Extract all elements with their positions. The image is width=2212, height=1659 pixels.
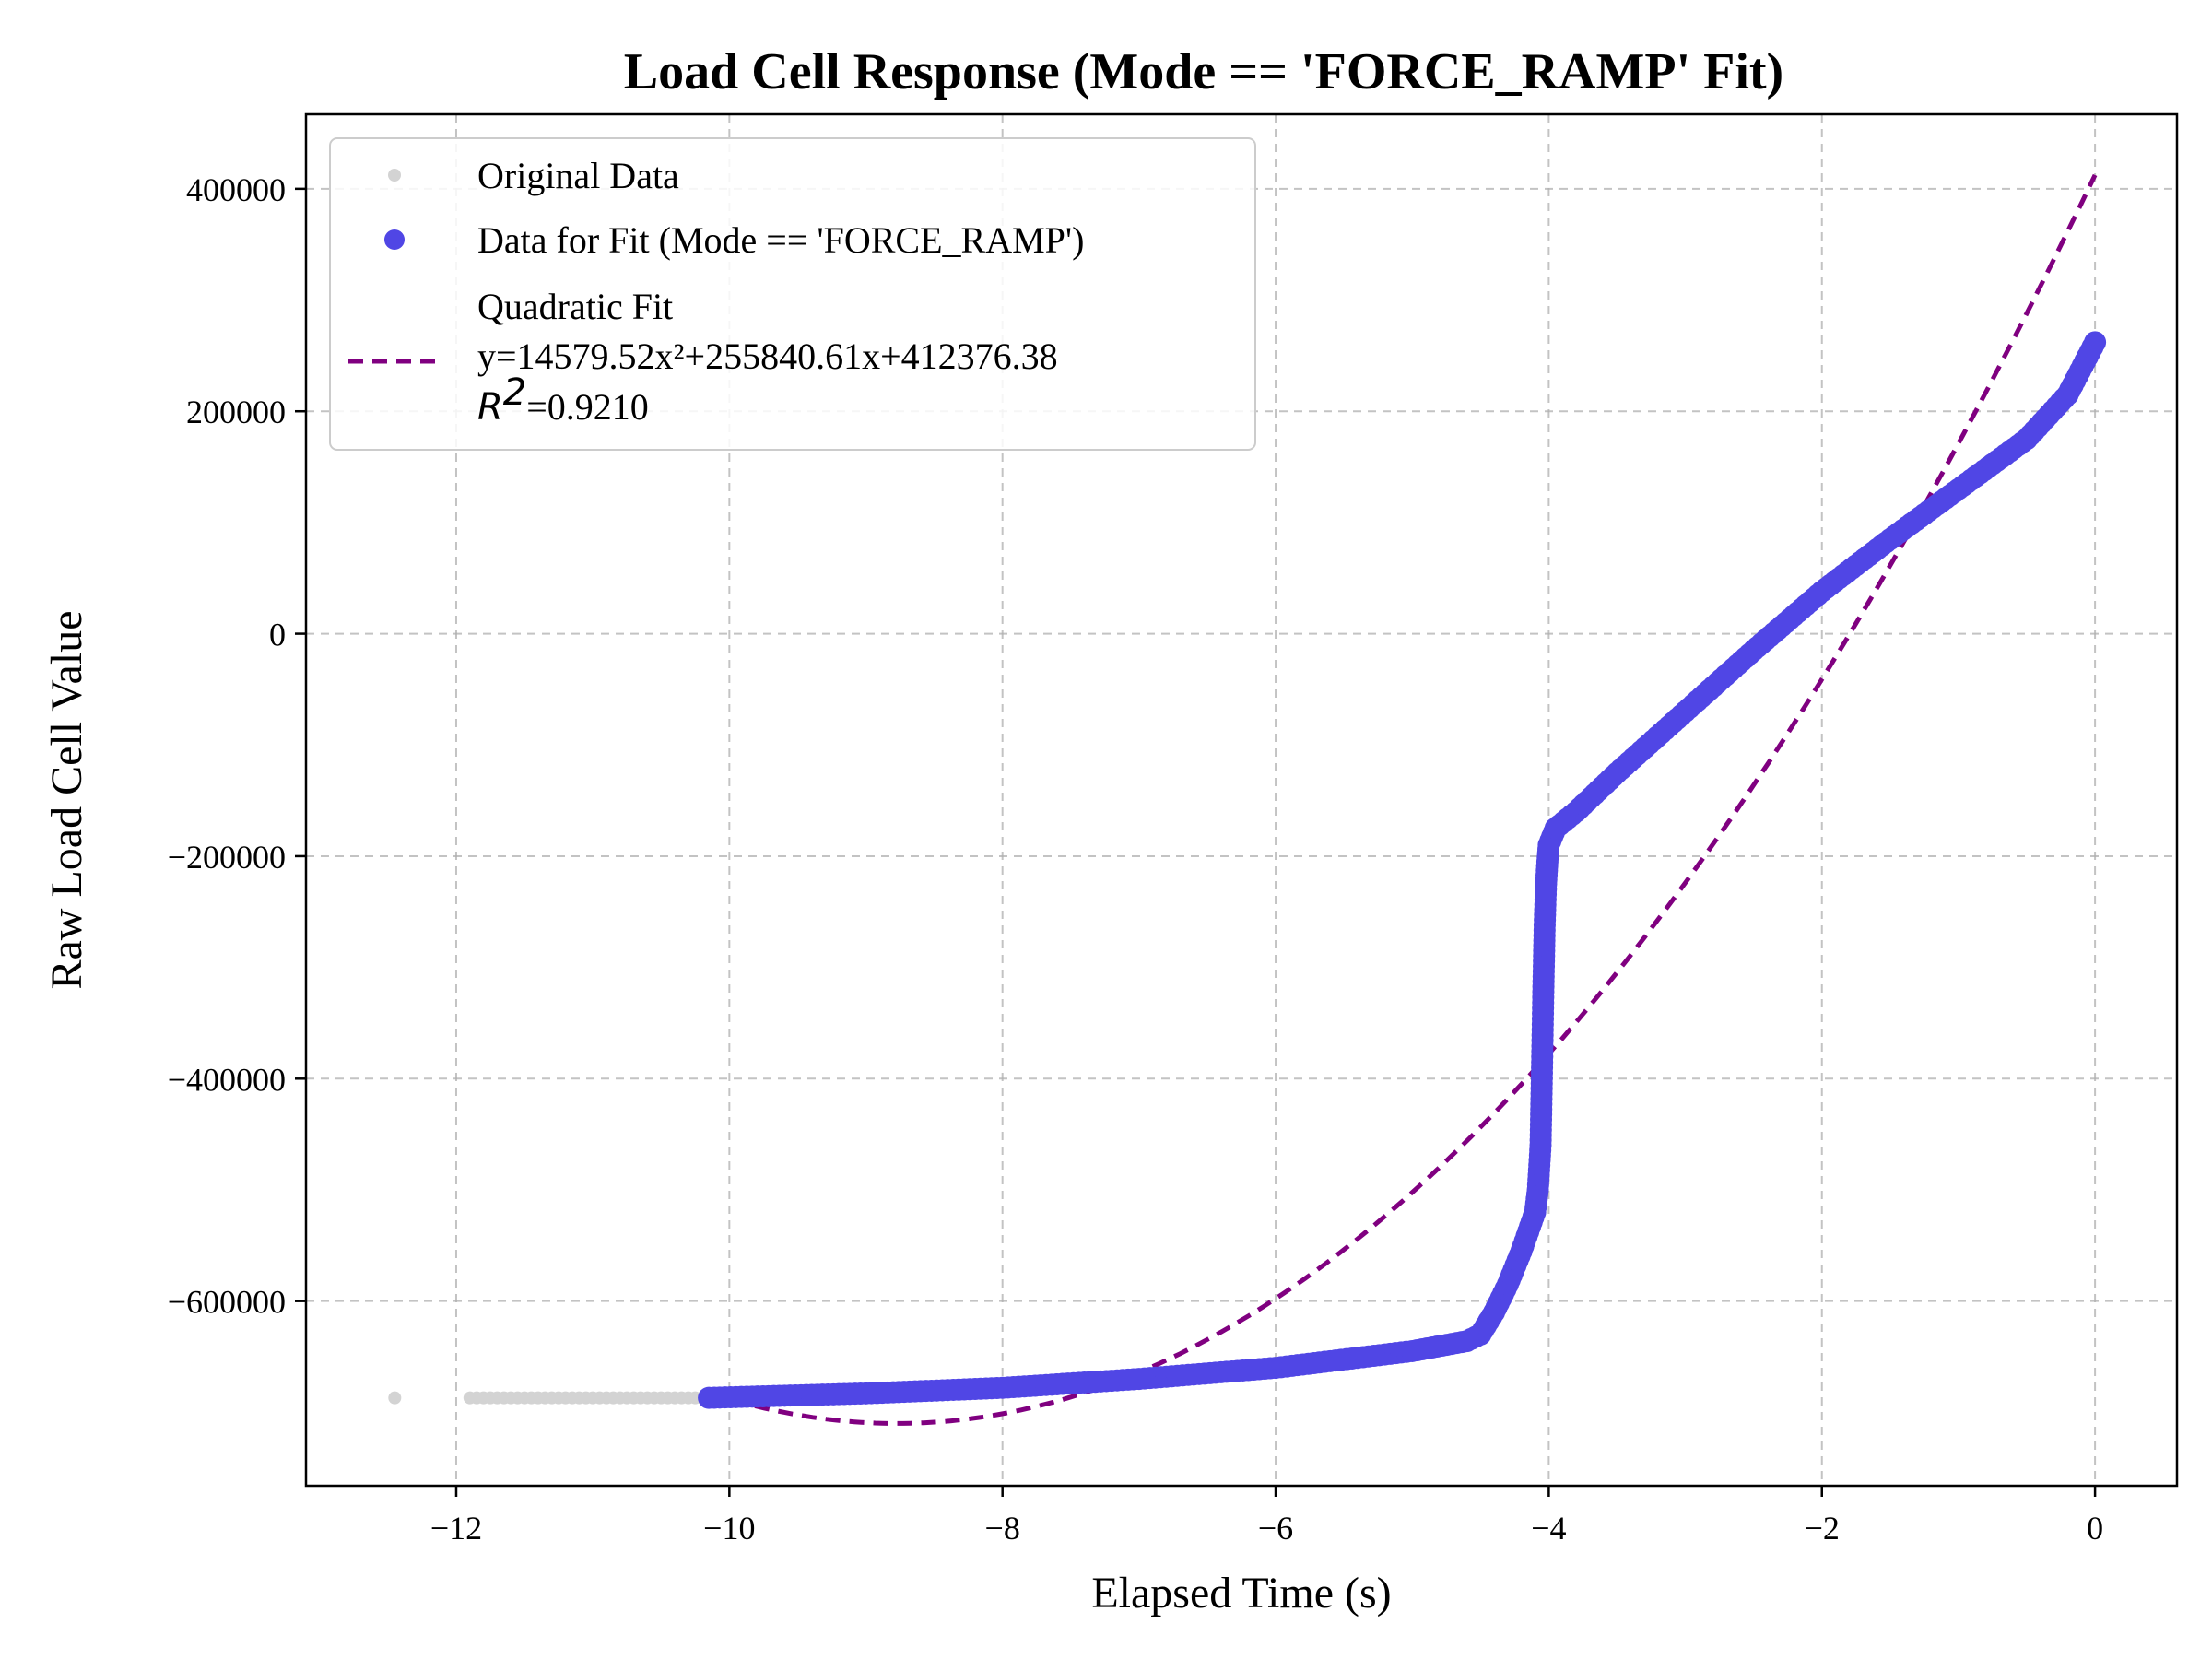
legend-original-marker <box>388 169 401 182</box>
legend-fit-equation: y=14579.52x²+255840.61x+412376.38 <box>477 335 1058 377</box>
legend-original-label: Original Data <box>477 155 679 196</box>
y-axis-label: Raw Load Cell Value <box>42 610 91 989</box>
legend: Original Data Data for Fit (Mode == 'FOR… <box>329 137 1256 451</box>
y-axis-ticks: 400000 200000 0 −200000 −400000 −600000 <box>168 171 306 1321</box>
legend-fit-label: Quadratic Fit <box>477 286 673 327</box>
x-tick-label: −4 <box>1531 1510 1566 1547</box>
x-tick-label: −2 <box>1805 1510 1840 1547</box>
x-tick-label: −8 <box>985 1510 1020 1547</box>
fit-data-point <box>2084 331 2107 354</box>
y-tick-label: −400000 <box>168 1061 286 1098</box>
plot-frame <box>304 112 2179 1488</box>
quadratic-fit-line <box>708 173 2098 1426</box>
x-tick-label: −12 <box>430 1510 482 1547</box>
y-tick-label: 200000 <box>186 394 286 430</box>
y-tick-label: −600000 <box>168 1284 286 1321</box>
legend-fit-r2: R2=0.9210 <box>477 371 649 429</box>
legend-fit-data-marker <box>384 229 405 250</box>
x-tick-label: −10 <box>703 1510 755 1547</box>
y-tick-label: 0 <box>269 617 286 653</box>
x-axis-ticks: −12 −10 −8 −6 −4 −2 0 <box>430 1486 2103 1547</box>
x-axis-label: Elapsed Time (s) <box>1091 1569 1391 1618</box>
fit-line-group <box>708 173 2098 1426</box>
original-data-point <box>388 1391 402 1405</box>
y-tick-label: −200000 <box>168 839 286 876</box>
y-tick-label: 400000 <box>186 171 286 208</box>
fit-data-points <box>698 331 2107 1409</box>
legend-fit-data-label: Data for Fit (Mode == 'FORCE_RAMP') <box>477 219 1084 261</box>
chart-title: Load Cell Response (Mode == 'FORCE_RAMP'… <box>624 43 1783 100</box>
original-data-points <box>388 1391 709 1405</box>
legend-box <box>329 137 1256 451</box>
x-tick-label: −6 <box>1258 1510 1293 1547</box>
x-tick-label: 0 <box>2087 1510 2103 1547</box>
